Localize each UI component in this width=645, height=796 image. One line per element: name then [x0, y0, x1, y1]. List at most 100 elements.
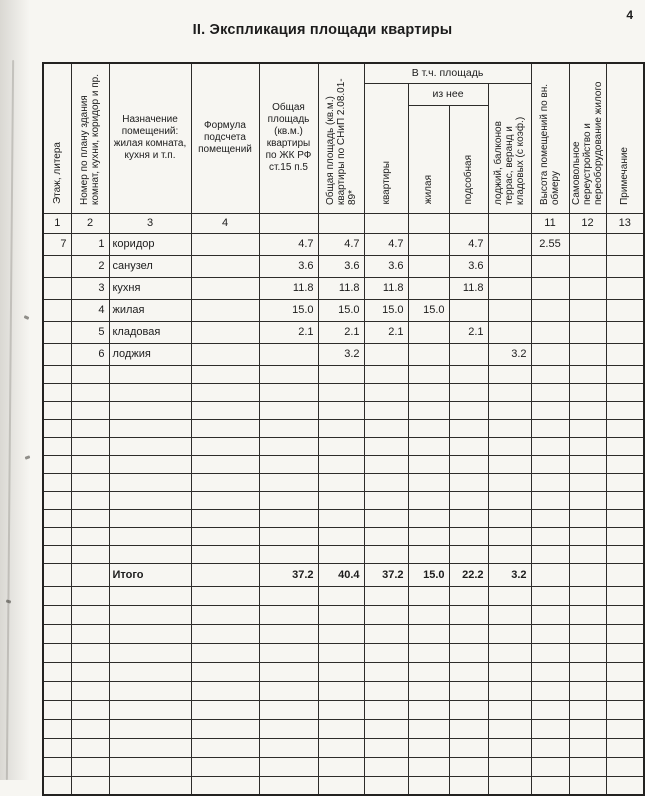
area-apartment-cell — [363, 342, 409, 366]
empty-cell — [530, 472, 570, 492]
empty-cell — [317, 472, 365, 492]
empty-cell — [258, 737, 319, 758]
empty-cell — [258, 775, 319, 796]
empty-cell — [568, 623, 607, 644]
empty-cell — [108, 680, 192, 701]
empty-cell — [605, 508, 645, 528]
empty-cell — [70, 661, 110, 682]
table-row: 7 1 коридор 4.7 4.7 4.7 4.7 2.55 — [42, 232, 645, 256]
empty-cell — [190, 454, 260, 474]
alteration-cell — [568, 298, 607, 322]
area-loggia-cell — [487, 232, 532, 256]
empty-cell — [605, 775, 645, 796]
area-snip-cell: 4.7 — [317, 232, 365, 256]
col-header-formula: Формула подсчета помещений — [190, 62, 260, 214]
empty-cell — [258, 718, 319, 739]
empty-cell — [407, 526, 450, 546]
empty-cell — [108, 418, 192, 438]
empty-cell — [42, 585, 72, 606]
empty-cell — [448, 756, 489, 777]
empty-cell — [363, 737, 409, 758]
empty-cell — [190, 418, 260, 438]
empty-cell — [605, 472, 645, 492]
group-header-incl-area: В т.ч. площадь — [363, 62, 532, 84]
empty-cell — [108, 436, 192, 456]
empty-cell — [363, 604, 409, 625]
col-num-7 — [363, 212, 409, 234]
empty-cell — [70, 454, 110, 474]
col-num-8 — [407, 212, 450, 234]
empty-cell — [108, 718, 192, 739]
area-snip-cell: 15.0 — [317, 298, 365, 322]
empty-cell — [317, 508, 365, 528]
table-row: 3 кухня 11.8 11.8 11.8 11.8 — [42, 276, 645, 300]
empty-cell — [487, 585, 532, 606]
area-living-cell — [407, 276, 450, 300]
col-header-floor: Этаж, литера — [42, 62, 72, 214]
empty-cell — [568, 680, 607, 701]
page-number: 4 — [626, 8, 633, 22]
empty-cell — [70, 382, 110, 402]
empty-cell — [317, 400, 365, 420]
empty-cell — [363, 775, 409, 796]
floor-cell — [42, 562, 72, 587]
empty-cell — [605, 382, 645, 402]
empty-cell — [487, 400, 532, 420]
empty-cell — [605, 699, 645, 720]
empty-cell — [258, 623, 319, 644]
empty-cell — [530, 508, 570, 528]
col-header-note-label: Примечание — [619, 146, 631, 205]
empty-cell — [190, 436, 260, 456]
empty-cell — [407, 775, 450, 796]
empty-cell — [108, 699, 192, 720]
empty-cell — [568, 490, 607, 510]
empty-cell — [70, 756, 110, 777]
col-header-auxiliary: подсобная — [448, 104, 489, 214]
empty-cell — [363, 661, 409, 682]
empty-cell — [530, 526, 570, 546]
area-living-cell — [407, 342, 450, 366]
empty-cell — [317, 699, 365, 720]
empty-cell — [317, 526, 365, 546]
empty-cell — [568, 775, 607, 796]
empty-cell — [108, 508, 192, 528]
empty-cell — [530, 544, 570, 564]
empty-cell — [530, 699, 570, 720]
table-row: 5 кладовая 2.1 2.1 2.1 2.1 — [42, 320, 645, 344]
empty-cell — [605, 604, 645, 625]
alteration-cell — [568, 276, 607, 300]
empty-cell — [42, 544, 72, 564]
empty-cell — [42, 718, 72, 739]
height-cell — [530, 562, 570, 587]
empty-cell — [407, 400, 450, 420]
col-num-10 — [487, 212, 532, 234]
empty-cell — [42, 436, 72, 456]
table-row: 2 санузел 3.6 3.6 3.6 3.6 — [42, 254, 645, 278]
alteration-cell — [568, 254, 607, 278]
empty-cell — [258, 526, 319, 546]
empty-cell — [317, 418, 365, 438]
empty-cell — [568, 364, 607, 384]
empty-cell — [42, 623, 72, 644]
col-header-alteration-label: Самовольное переустройство и переоборудо… — [571, 81, 605, 205]
empty-cell — [42, 737, 72, 758]
empty-cell — [258, 661, 319, 682]
table-header: Этаж, литера Номер по плану здания комна… — [42, 62, 645, 234]
empty-cell — [487, 737, 532, 758]
empty-cell — [108, 382, 192, 402]
empty-cell — [487, 472, 532, 492]
empty-cell — [70, 642, 110, 663]
empty-cell — [487, 623, 532, 644]
total-area-apartment: 37.2 — [363, 562, 409, 587]
col-num-5 — [258, 212, 319, 234]
room-name-cell: кладовая — [108, 320, 192, 344]
empty-cell — [363, 642, 409, 663]
empty-cell — [363, 490, 409, 510]
empty-cell — [605, 718, 645, 739]
room-number-cell — [70, 562, 110, 587]
empty-cell — [70, 604, 110, 625]
empty-cell — [42, 364, 72, 384]
empty-cell — [407, 436, 450, 456]
formula-cell — [190, 254, 260, 278]
